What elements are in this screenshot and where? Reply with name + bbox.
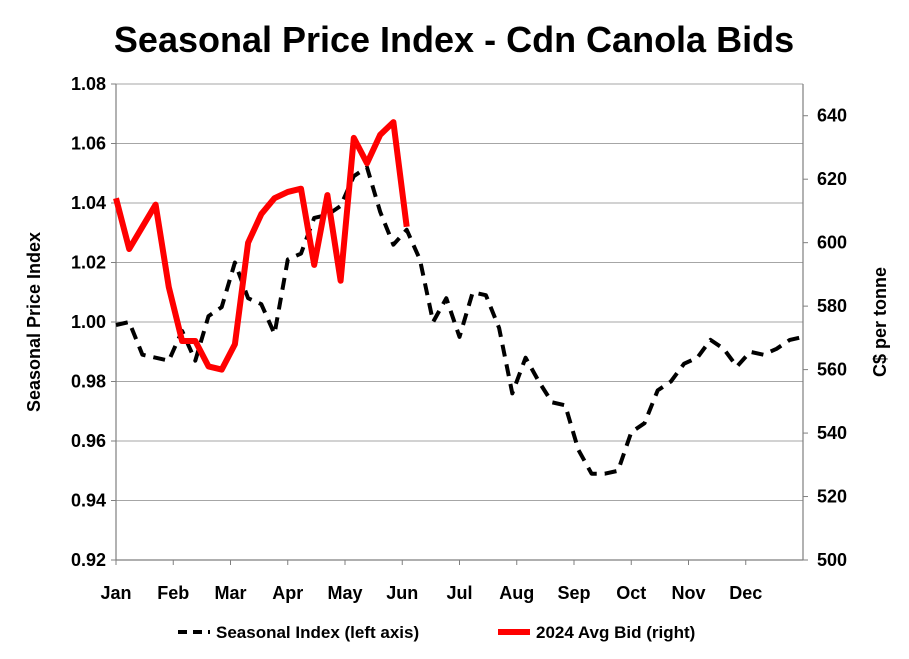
- legend: Seasonal Index (left axis) 2024 Avg Bid …: [178, 623, 695, 642]
- legend-entry-2024-avg-bid: 2024 Avg Bid (right): [536, 623, 695, 642]
- month-label-mar: Mar: [214, 583, 246, 603]
- month-label-may: May: [327, 583, 362, 603]
- left-tick-label-2: 0.96: [71, 431, 106, 451]
- left-tick-label-1: 0.94: [71, 491, 106, 511]
- left-tick-label-6: 1.04: [71, 193, 106, 213]
- month-label-dec: Dec: [729, 583, 762, 603]
- gridlines: [116, 83, 803, 561]
- right-tick-label-2: 540: [817, 423, 847, 443]
- left-tick-label-3: 0.98: [71, 372, 106, 392]
- right-tick-label-0: 500: [817, 550, 847, 570]
- right-tick-label-3: 560: [817, 360, 847, 380]
- month-axis-ticks: Jan Feb Mar Apr May Jun Jul Aug Sep Oct Nov Dec: [100, 560, 762, 603]
- right-tick-label-6: 620: [817, 169, 847, 189]
- month-label-jun: Jun: [386, 583, 418, 603]
- left-tick-label-5: 1.02: [71, 253, 106, 273]
- month-label-jan: Jan: [100, 583, 131, 603]
- series-line-1: [113, 119, 410, 373]
- left-tick-label-8: 1.08: [71, 74, 106, 94]
- series-line-0: [115, 165, 804, 476]
- left-tick-label-7: 1.06: [71, 134, 106, 154]
- left-tick-label-4: 1.00: [71, 312, 106, 332]
- right-axis-label: C$ per tonne: [870, 267, 890, 377]
- month-label-apr: Apr: [272, 583, 303, 603]
- right-tick-label-5: 600: [817, 233, 847, 253]
- month-label-jul: Jul: [446, 583, 472, 603]
- month-label-feb: Feb: [157, 583, 189, 603]
- legend-entry-seasonal-index: Seasonal Index (left axis): [216, 623, 419, 642]
- left-axis-label: Seasonal Price Index: [24, 232, 44, 412]
- right-axis-ticks: 500 520 540 560 580 600 620 640: [803, 106, 847, 570]
- month-label-oct: Oct: [616, 583, 646, 603]
- month-label-aug: Aug: [499, 583, 534, 603]
- right-tick-label-1: 520: [817, 487, 847, 507]
- series-layer: [113, 119, 804, 476]
- chart-title: Seasonal Price Index - Cdn Canola Bids: [114, 19, 794, 60]
- left-axis-ticks: 0.92 0.94 0.96 0.98 1.00 1.02 1.04 1.06 1.08: [71, 74, 116, 570]
- left-tick-label-0: 0.92: [71, 550, 106, 570]
- month-label-sep: Sep: [557, 583, 590, 603]
- right-tick-label-4: 580: [817, 296, 847, 316]
- right-tick-label-7: 640: [817, 106, 847, 126]
- month-label-nov: Nov: [671, 583, 705, 603]
